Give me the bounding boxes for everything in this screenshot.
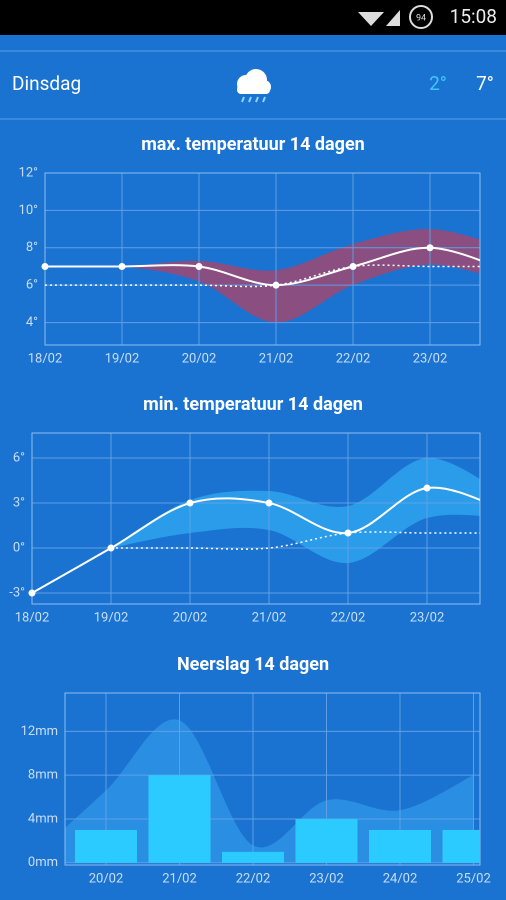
x-tick-label: 23/02 <box>410 610 445 625</box>
day-max: 7° <box>476 72 494 95</box>
y-tick-label: 0° <box>13 540 25 555</box>
x-tick-label: 20/02 <box>89 871 124 886</box>
marks <box>75 775 480 863</box>
y-tick-label: -3° <box>9 585 25 600</box>
day-name[interactable]: Dinsdag <box>12 72 81 95</box>
y-tick-label: 6° <box>26 278 38 293</box>
x-tick-label: 20/02 <box>173 610 208 625</box>
rain-cloud-icon <box>237 69 271 103</box>
bar <box>75 829 137 863</box>
plot-area <box>111 458 480 564</box>
y-tick-label: 12° <box>19 165 39 180</box>
point <box>426 244 434 252</box>
x-tick-label: 19/02 <box>105 351 140 366</box>
y-tick-label: 8° <box>26 240 38 255</box>
chart: max. temperatuur 14 dagen 18/02 19/02 20/02… <box>19 134 481 366</box>
y-tick-label: 4mm <box>28 811 58 826</box>
y-tick-label: 0mm <box>28 855 58 870</box>
point <box>423 484 431 492</box>
clock: 15:08 <box>450 5 497 28</box>
point <box>349 262 357 270</box>
bar <box>295 818 358 863</box>
x-tick-label: 21/02 <box>259 351 294 366</box>
x-tick-label: 20/02 <box>182 351 217 366</box>
signal-icon <box>386 10 400 26</box>
point <box>344 529 352 537</box>
point <box>107 544 115 552</box>
x-tick-label: 18/02 <box>28 351 63 366</box>
chart-title: Neerslag 14 dagen <box>177 654 329 675</box>
y-tick-label: 10° <box>19 203 39 218</box>
point <box>265 499 273 507</box>
x-tick-label: 21/02 <box>162 871 197 886</box>
x-tick-label: 18/02 <box>15 610 50 625</box>
x-tick-label: 21/02 <box>252 610 287 625</box>
x-tick-label: 22/02 <box>331 610 366 625</box>
range-band <box>45 229 480 323</box>
point <box>195 262 203 270</box>
battery-level: 94 <box>416 13 426 23</box>
x-tick-label: 23/02 <box>309 871 344 886</box>
chart-title: max. temperatuur 14 dagen <box>141 134 365 155</box>
status-bar <box>0 0 506 35</box>
range-band <box>111 458 480 564</box>
bar <box>222 851 284 863</box>
bar <box>369 829 431 863</box>
bar <box>148 775 211 863</box>
x-tick-label: 22/02 <box>236 871 271 886</box>
plot-border <box>31 432 481 605</box>
point <box>118 262 126 270</box>
point <box>272 281 280 289</box>
plot-area <box>45 229 480 323</box>
x-tick-label: 19/02 <box>94 610 129 625</box>
point <box>28 589 36 597</box>
battery-icon <box>409 5 433 29</box>
plot-border <box>64 692 481 866</box>
y-tick-label: 4° <box>26 315 38 330</box>
x-tick-label: 25/02 <box>456 871 491 886</box>
day-min: 2° <box>429 72 447 95</box>
x-tick-label: 24/02 <box>383 871 418 886</box>
point <box>186 499 194 507</box>
chart: min. temperatuur 14 dagen 18/02 19/02 20/02… <box>9 394 481 625</box>
plot-border <box>44 172 481 346</box>
point <box>41 262 49 270</box>
y-tick-label: 6° <box>13 450 25 465</box>
wifi-icon <box>358 12 384 26</box>
x-tick-label: 22/02 <box>336 351 371 366</box>
x-tick-label: 23/02 <box>413 351 448 366</box>
chart-title: min. temperatuur 14 dagen <box>143 394 363 415</box>
y-tick-label: 12mm <box>21 724 58 739</box>
chart: Neerslag 14 dagen 20/02 21/02 22/02 23/02 24/… <box>21 654 491 887</box>
y-tick-label: 8mm <box>28 768 58 783</box>
y-tick-label: 3° <box>13 495 25 510</box>
bar <box>442 829 480 863</box>
